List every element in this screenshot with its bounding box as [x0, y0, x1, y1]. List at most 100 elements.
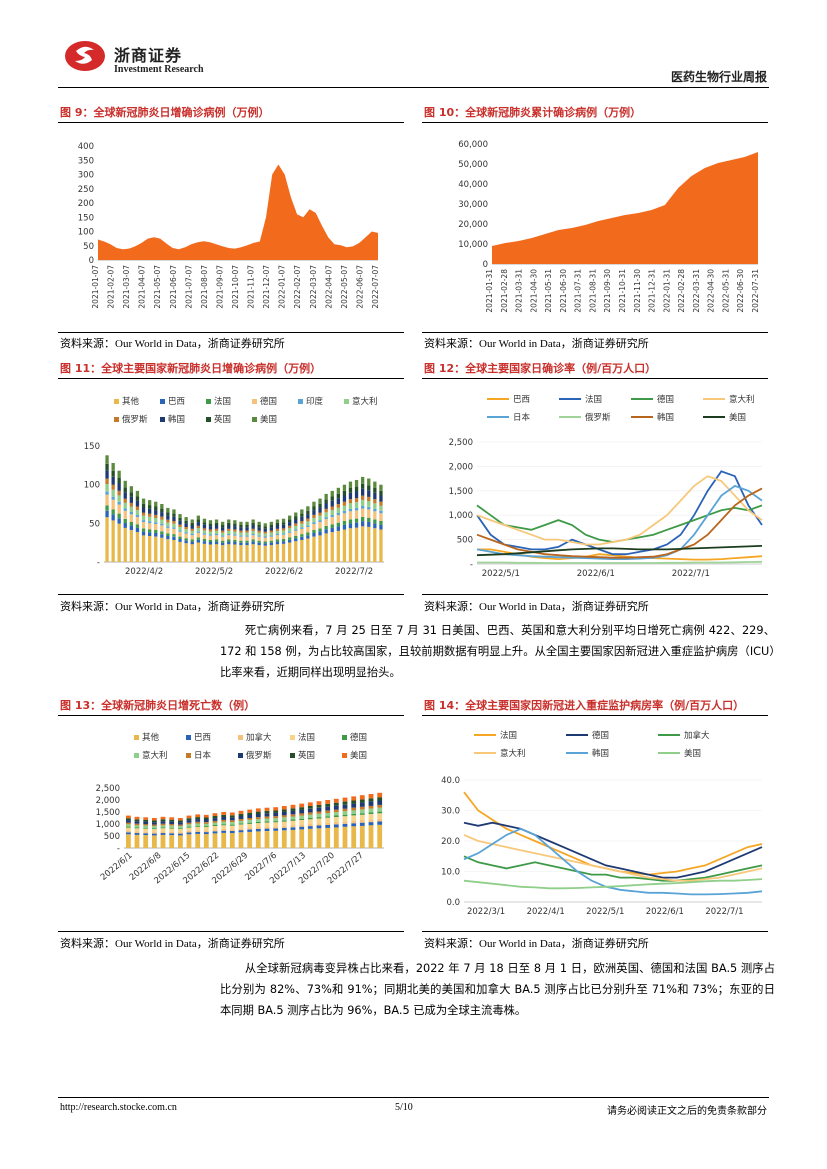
bar-segment — [186, 827, 192, 831]
x-tick-label: 2021-04-07 — [138, 265, 147, 309]
bar-segment — [160, 833, 166, 835]
legend-swatch — [344, 399, 349, 404]
bar-segment — [367, 485, 371, 491]
bar-segment — [273, 810, 279, 813]
bar-segment — [202, 543, 207, 562]
bar-segment — [143, 821, 149, 825]
bar-segment — [178, 527, 182, 531]
bar-segment — [361, 508, 365, 517]
y-tick-label: 300 — [78, 171, 94, 181]
bar-segment — [368, 819, 374, 823]
bar-segment — [379, 495, 383, 502]
bar-segment — [288, 539, 292, 543]
bar-segment — [336, 487, 340, 494]
bar-segment — [263, 545, 267, 562]
line-series — [476, 487, 763, 559]
bar-segment — [196, 542, 200, 562]
bar-segment — [290, 808, 296, 811]
bar-segment — [208, 526, 213, 530]
y-tick-label: 0 — [89, 256, 94, 266]
bar-segment — [117, 501, 121, 505]
bar-segment — [273, 807, 279, 811]
bar-segment — [361, 521, 365, 527]
bar-segment — [184, 543, 188, 562]
bar-segment — [186, 826, 192, 828]
figure-divider — [422, 332, 768, 333]
bar-segment — [324, 525, 328, 530]
bar-segment — [379, 513, 383, 521]
y-tick-label: 40,000 — [458, 180, 488, 190]
bar-segment — [238, 820, 244, 824]
footer-link[interactable]: http://research.stocke.com.cn — [60, 1102, 177, 1113]
bar-segment — [178, 539, 182, 542]
legend-label: 美国 — [684, 748, 701, 759]
bar-segment — [325, 806, 331, 811]
x-tick-label: 2021-08-31 — [588, 269, 597, 313]
bar-segment — [333, 809, 339, 813]
bar-segment — [351, 815, 357, 821]
bar-segment — [264, 828, 270, 831]
legend-swatch — [206, 399, 211, 404]
bar-segment — [123, 519, 127, 524]
bar-segment — [245, 525, 249, 528]
bar-segment — [117, 504, 121, 514]
bar-segment — [202, 522, 207, 525]
bar-segment — [166, 539, 170, 562]
bar-segment — [263, 533, 267, 537]
bar-segment — [105, 478, 109, 485]
y-tick-label: 30.0 — [441, 807, 460, 817]
y-tick-label: 1,000 — [96, 820, 120, 830]
bar-segment — [263, 543, 267, 546]
x-tick-label: 2022/4/2 — [125, 567, 163, 577]
bar-segment — [202, 541, 207, 544]
bar-segment — [126, 827, 131, 831]
x-tick-label: 2021-06-30 — [559, 269, 568, 313]
bar-segment — [281, 815, 287, 818]
line-series — [476, 484, 763, 560]
bar-segment — [178, 822, 183, 825]
bar-segment — [342, 814, 348, 817]
bar-segment — [195, 830, 201, 832]
bar-segment — [290, 827, 296, 830]
bar-segment — [361, 499, 365, 506]
bar-segment — [318, 531, 322, 536]
bar-segment — [143, 833, 149, 836]
x-tick-label: 2021-07-07 — [184, 265, 193, 309]
bar-segment — [299, 818, 305, 820]
bar-segment — [169, 835, 175, 848]
bar-segment — [184, 517, 188, 521]
bar-segment — [178, 524, 182, 527]
bar-segment — [342, 804, 348, 809]
bar-segment — [247, 818, 253, 820]
bar-segment — [233, 542, 237, 545]
x-tick-label: 2022/5/1 — [586, 907, 624, 917]
bar-segment — [330, 500, 334, 507]
bar-segment — [208, 520, 213, 524]
x-tick-label: 2021-07-31 — [574, 269, 583, 313]
bar-segment — [141, 498, 146, 504]
bar-segment — [247, 829, 253, 832]
bar-segment — [126, 830, 131, 833]
bar-segment — [212, 829, 218, 832]
paragraph-text: 从全球新冠病毒变异株占比来看，2022 年 7 月 18 日至 8 月 1 日，… — [220, 962, 775, 1017]
bar-segment — [367, 509, 371, 518]
bar-segment — [190, 528, 194, 531]
bar-segment — [178, 829, 183, 833]
bar-segment — [190, 533, 194, 536]
x-tick-label: 2022/7/2 — [335, 567, 373, 577]
bar-segment — [281, 533, 286, 535]
bar-segment — [212, 820, 218, 823]
bar-segment — [290, 810, 296, 815]
bar-segment — [152, 829, 157, 833]
footer-disclaimer: 请务必阅读正文之后的免责条款部分 — [607, 1106, 767, 1117]
x-tick-label: 2021-05-31 — [544, 269, 553, 313]
legend-label: 德国 — [350, 732, 367, 743]
bar-segment — [330, 506, 334, 511]
bar-segment — [143, 827, 149, 829]
bar-segment — [354, 502, 359, 508]
bar-segment — [134, 828, 140, 832]
bar-segment — [342, 511, 347, 514]
bar-segment — [134, 834, 140, 848]
line-series — [476, 545, 763, 557]
bar-segment — [299, 809, 305, 814]
